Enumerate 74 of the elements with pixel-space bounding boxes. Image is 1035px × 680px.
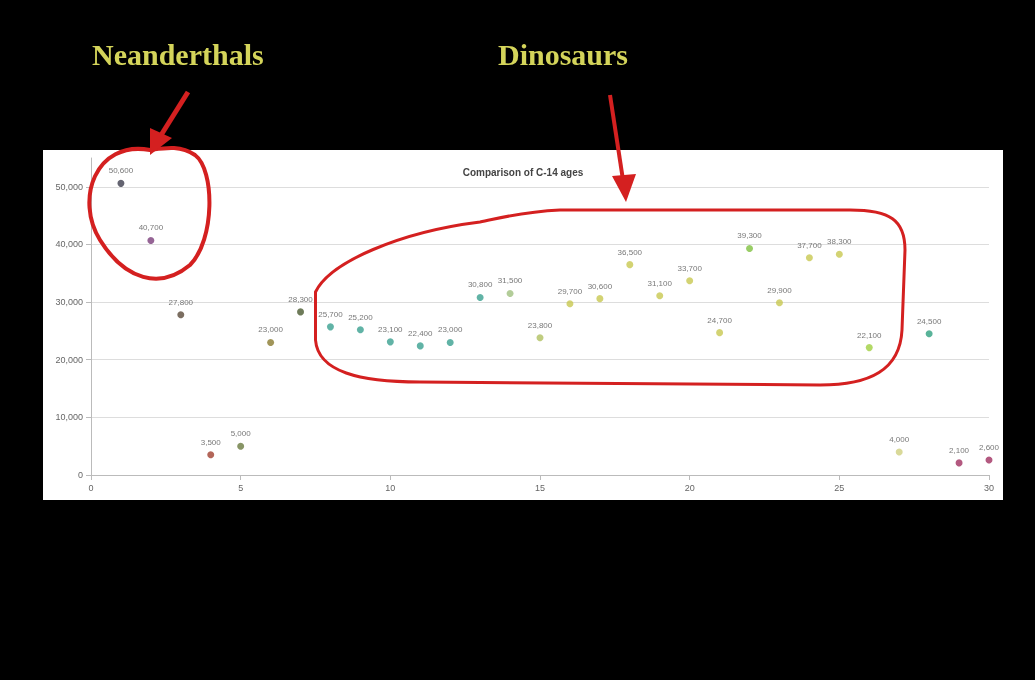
- point: [506, 289, 514, 297]
- x-tick-label: 15: [534, 482, 546, 493]
- data-label: 23,000: [258, 325, 284, 335]
- point: [716, 329, 724, 337]
- point: [237, 442, 245, 450]
- x-tick-label: 25: [834, 482, 845, 493]
- y-tick-label: 10,000: [55, 412, 83, 423]
- data-label: 5,000: [230, 429, 252, 439]
- point: [297, 308, 305, 316]
- data-label: 29,700: [557, 286, 583, 296]
- x-tick-label: 30: [983, 482, 995, 493]
- point: [656, 292, 664, 300]
- data-label: 31,500: [497, 276, 523, 286]
- point: [446, 338, 454, 346]
- data-label: 36,500: [617, 247, 643, 257]
- y-tick-label: 40,000: [55, 239, 83, 250]
- data-label: 23,100: [378, 324, 404, 334]
- data-label: 2,100: [949, 445, 970, 455]
- point: [386, 338, 394, 346]
- x-tick-label: 0: [88, 482, 94, 493]
- x-tick-label: 20: [684, 482, 695, 493]
- point: [416, 342, 424, 350]
- data-label: 27,800: [168, 297, 194, 307]
- data-label: 22,100: [857, 330, 883, 340]
- point: [177, 311, 185, 319]
- data-label: 24,700: [707, 315, 733, 325]
- data-label: 29,900: [767, 285, 793, 295]
- point: [566, 300, 574, 308]
- point: [746, 244, 754, 252]
- data-label: 30,800: [467, 280, 493, 290]
- data-label: 25,700: [318, 309, 344, 319]
- text: Comparison of C-14 ages: [462, 166, 584, 178]
- text: Dinosaurs: [498, 38, 629, 72]
- data-label: 33,700: [677, 263, 703, 273]
- text: Neanderthals: [92, 38, 264, 72]
- data-label: 37,700: [797, 240, 823, 250]
- data-label: 30,600: [587, 281, 613, 291]
- data-label: 39,300: [737, 231, 763, 241]
- point: [476, 293, 484, 301]
- point: [895, 448, 903, 456]
- point: [147, 236, 155, 244]
- data-label: 22,400: [408, 328, 434, 338]
- point: [805, 254, 813, 262]
- point: [356, 326, 364, 334]
- x-tick-label: 5: [238, 482, 244, 493]
- data-label: 25,200: [348, 312, 374, 322]
- data-label: 28,300: [288, 294, 314, 304]
- y-tick-label: 0: [77, 470, 83, 480]
- point: [207, 451, 215, 459]
- point: [326, 323, 334, 331]
- data-label: 31,100: [647, 278, 673, 288]
- point: [865, 344, 873, 352]
- data-label: 40,700: [138, 223, 164, 233]
- point: [267, 338, 275, 346]
- point: [596, 295, 604, 303]
- point: [925, 330, 933, 338]
- data-label: 23,000: [437, 325, 463, 335]
- data-label: 38,300: [827, 237, 853, 247]
- y-tick-label: 50,000: [55, 181, 83, 192]
- point: [775, 299, 783, 307]
- data-label: 4,000: [889, 434, 910, 444]
- point: [835, 250, 843, 258]
- point: [686, 277, 694, 285]
- data-label: 2,600: [978, 443, 1000, 453]
- x-tick-label: 10: [385, 482, 396, 493]
- point: [117, 179, 125, 187]
- data-label: 24,500: [916, 316, 942, 326]
- point: [626, 261, 634, 269]
- y-tick-label: 30,000: [55, 297, 83, 308]
- data-label: 23,800: [527, 320, 553, 330]
- point: [536, 334, 544, 342]
- y-tick-label: 20,000: [55, 354, 83, 365]
- data-label: 3,500: [200, 437, 222, 447]
- data-label: 50,600: [108, 166, 134, 176]
